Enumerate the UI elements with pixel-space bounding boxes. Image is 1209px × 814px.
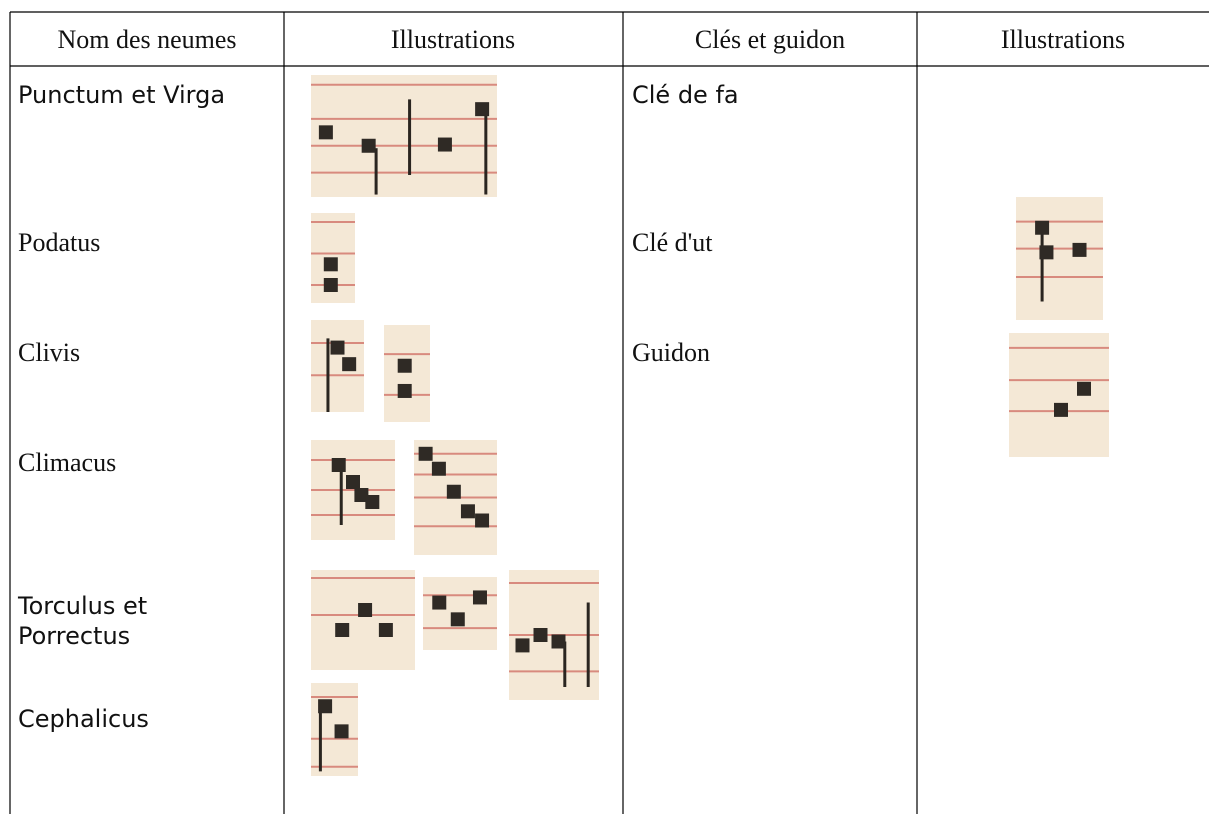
neume-name: Climacus [18, 448, 116, 477]
parchment [311, 75, 497, 197]
note [378, 623, 393, 637]
neume-illustration [414, 440, 497, 555]
neume-name: Torculus et Porrectus [17, 592, 147, 650]
neume-illustration [384, 325, 430, 422]
note [1077, 381, 1091, 396]
note [432, 595, 447, 610]
note [551, 634, 566, 649]
neume-name: Punctum et Virga [18, 81, 225, 109]
note [365, 495, 380, 509]
neume-illustration [509, 570, 599, 700]
parchment [311, 570, 415, 670]
note [475, 513, 490, 528]
note [533, 628, 548, 642]
note [450, 612, 465, 627]
note [1039, 245, 1054, 260]
note [515, 638, 530, 653]
column-header: Illustrations [391, 25, 515, 54]
neume-illustration [311, 75, 497, 197]
parchment [384, 325, 430, 422]
neume-illustration [1009, 333, 1109, 457]
note [472, 590, 487, 605]
column-header: Illustrations [1001, 25, 1125, 54]
note [323, 278, 338, 292]
table-rules [9, 11, 1209, 814]
note [330, 340, 345, 355]
note [318, 125, 333, 140]
note [346, 475, 360, 489]
note [460, 504, 475, 519]
note [446, 484, 461, 499]
neume-illustration [423, 577, 497, 650]
note [342, 357, 357, 372]
note [397, 383, 412, 398]
clef-name: Clé d'ut [632, 228, 713, 257]
parchment [1009, 333, 1109, 457]
neume-illustration [311, 683, 358, 776]
note [1054, 402, 1068, 417]
note [335, 623, 350, 637]
note [475, 102, 490, 117]
note [1035, 220, 1050, 235]
note [354, 488, 369, 502]
illustrations [311, 75, 1109, 776]
neume-illustration [1016, 197, 1103, 320]
clef-name: Guidon [632, 338, 710, 367]
neume-name: Cephalicus [18, 705, 149, 733]
parchment [1016, 197, 1103, 320]
neume-name: Clivis [18, 338, 80, 367]
note [361, 138, 376, 153]
neume-illustration [311, 213, 355, 303]
note [358, 603, 373, 617]
note [1072, 242, 1087, 257]
note [334, 724, 349, 739]
neume-illustration [311, 320, 364, 412]
parchment [311, 683, 358, 776]
neume-illustration [311, 440, 395, 540]
column-header: Nom des neumes [57, 25, 236, 54]
note [431, 461, 446, 476]
column-header: Clés et guidon [695, 25, 845, 54]
note [323, 257, 338, 272]
note [437, 137, 452, 152]
clef-name: Clé de fa [632, 81, 739, 109]
note [397, 358, 412, 373]
neume-illustration [311, 570, 415, 670]
note [318, 699, 333, 714]
note [331, 458, 346, 472]
note [418, 446, 433, 461]
neume-name: Podatus [18, 228, 100, 257]
